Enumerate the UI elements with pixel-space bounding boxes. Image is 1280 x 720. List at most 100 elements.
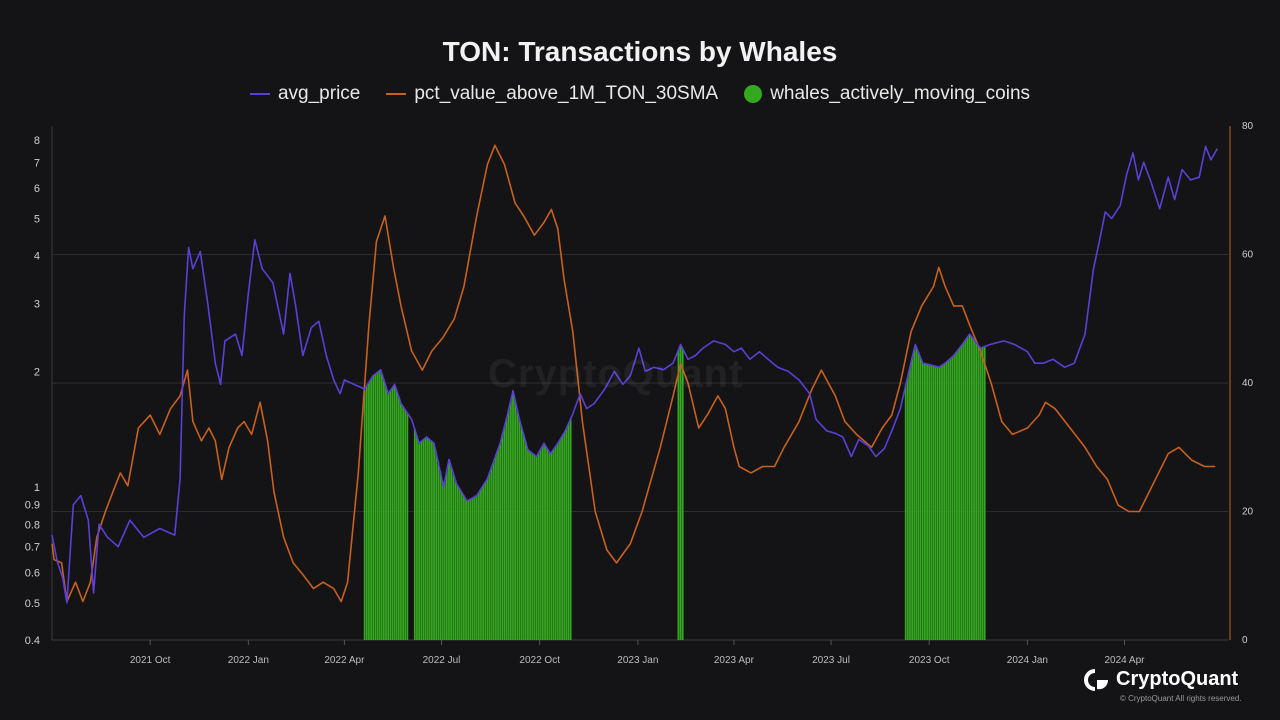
whale-bar (546, 448, 549, 640)
y-right-tick-label: 80 (1242, 121, 1254, 132)
whale-bar (380, 372, 383, 640)
whale-bar (681, 348, 684, 640)
whale-bar (490, 466, 493, 640)
whale-bar (554, 446, 557, 640)
y-left-tick-label: 0.4 (25, 635, 40, 647)
legend-label-pct: pct_value_above_1M_TON_30SMA (414, 83, 719, 104)
whale-bar (516, 409, 519, 640)
whale-bar (463, 495, 465, 640)
legend-item-avg-price[interactable]: avg_price (249, 83, 361, 105)
whale-bar (467, 500, 470, 640)
whale-period (363, 370, 409, 640)
pct-swatch (386, 93, 407, 95)
whale-bar (906, 375, 909, 640)
y-right-tick-label: 20 (1242, 507, 1254, 518)
whale-bar (422, 439, 425, 640)
y-left-tick-label: 7 (34, 157, 40, 169)
whale-bar (389, 390, 392, 640)
x-tick-label: 2023 Jul (812, 655, 850, 666)
whale-bar (406, 412, 409, 640)
whale-bar (909, 366, 911, 640)
whale-bar (973, 339, 975, 640)
whale-bar (949, 358, 952, 640)
whale-bar (921, 363, 924, 640)
whale-bar (404, 409, 407, 640)
whale-bar (556, 443, 559, 640)
whale-bar (941, 365, 943, 640)
whale-bar (484, 482, 487, 640)
whale-bar (482, 485, 485, 640)
y-left-tick-label: 3 (34, 299, 40, 311)
whale-bar (919, 357, 922, 640)
whale-bar (936, 366, 939, 640)
legend-item-pct[interactable]: pct_value_above_1M_TON_30SMA (386, 83, 718, 105)
whale-bar (376, 372, 379, 640)
whale-bar (426, 437, 429, 640)
whale-period (904, 334, 986, 640)
whale-bar (514, 399, 517, 640)
whale-bar (930, 365, 933, 640)
y-left-tick-label: 5 (34, 213, 40, 225)
whale-bar (548, 452, 551, 640)
whale-bar (559, 439, 561, 640)
whale-bar (679, 344, 682, 640)
legend-label-avg-price: avg_price (277, 83, 361, 104)
x-tick-label: 2021 Oct (130, 655, 171, 666)
whale-bar (541, 445, 544, 640)
y-left-tick-label: 0.8 (25, 519, 40, 531)
pct-value-line (51, 144, 1216, 603)
x-tick-label: 2024 Apr (1104, 655, 1145, 666)
whale-bar (435, 452, 438, 640)
whale-bar (475, 495, 478, 640)
whale-bar (424, 437, 427, 640)
whale-bar (456, 485, 459, 640)
whale-bar (363, 388, 366, 640)
whale-bar (416, 436, 418, 640)
whale-bar (402, 406, 404, 640)
whale-bar (418, 443, 420, 640)
whale-bar (535, 456, 538, 640)
legend-item-whales[interactable]: whales_actively_moving_coins (744, 83, 1030, 105)
whale-bar (552, 449, 555, 640)
whale-bar (561, 436, 563, 640)
y-left-tick-label: 0.6 (25, 567, 40, 579)
x-tick-label: 2024 Jan (1007, 655, 1048, 666)
whale-bar (382, 379, 385, 640)
whale-bar (480, 488, 482, 640)
x-tick-label: 2022 Oct (519, 655, 560, 666)
whale-bar (917, 352, 920, 640)
y-left-tick-label: 8 (34, 135, 40, 147)
whale-bar (565, 428, 568, 640)
whale-bar (370, 378, 372, 640)
y-left-tick-label: 0.9 (25, 500, 40, 512)
watermark: CryptoQuant (488, 352, 744, 396)
x-tick-label: 2022 Jan (228, 655, 269, 666)
whale-bar (385, 386, 387, 640)
whale-bar (374, 373, 377, 640)
whale-bar (413, 429, 416, 640)
whales-swatch (744, 85, 763, 103)
whale-bar (443, 481, 446, 640)
whale-bar (391, 387, 394, 640)
whale-bar (495, 454, 497, 640)
whale-bar (458, 488, 461, 640)
whale-bar (956, 351, 958, 640)
whale-bar (433, 443, 435, 640)
whale-bar (507, 409, 510, 640)
whale-bar (911, 357, 914, 640)
whale-bar (567, 423, 570, 640)
whale-bar (932, 365, 935, 640)
whale-bar (372, 375, 375, 640)
whale-bar (518, 419, 521, 640)
whale-bar (397, 396, 400, 640)
cryptoquant-logo-icon (1084, 668, 1109, 691)
whale-bar (387, 393, 390, 640)
whale-bar (537, 452, 540, 640)
legend-label-whales: whales_actively_moving_coins (770, 83, 1031, 104)
whale-bar (512, 390, 514, 640)
whale-bar (544, 444, 546, 640)
whale-bar (420, 441, 423, 640)
whale-bar (968, 334, 971, 640)
whale-bar (569, 418, 572, 640)
whale-bar (981, 347, 984, 640)
